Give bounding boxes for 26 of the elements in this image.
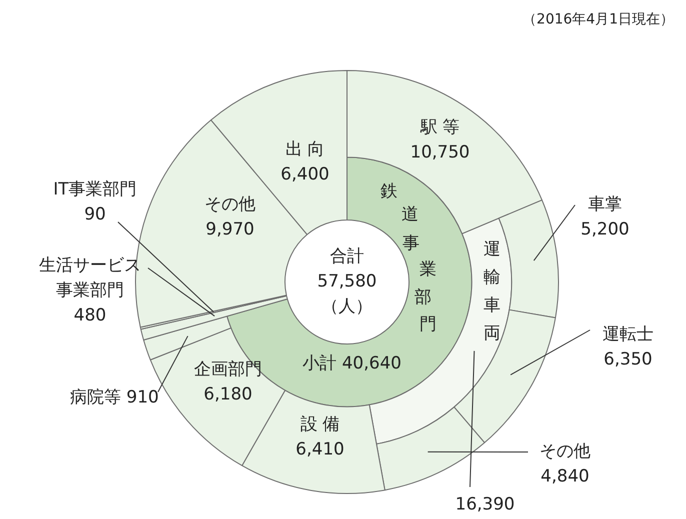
slice-label: その他: [540, 441, 590, 462]
data-label: 6,410: [296, 439, 344, 460]
data-label: 9,970: [206, 219, 254, 240]
slice-label: 運転士: [602, 324, 654, 344]
data-label: 6,180: [204, 384, 252, 404]
slice-label: 駅 等: [419, 117, 460, 138]
data-label: 90: [84, 204, 106, 224]
slice-label: その他: [204, 194, 256, 214]
data-label: 4,840: [540, 466, 590, 486]
data-label: 小計 40,640: [302, 353, 402, 374]
data-label: 6,400: [280, 164, 330, 184]
slice-label: IT事業部門: [53, 179, 137, 200]
text: （2016年4月1日現在）: [522, 12, 674, 28]
data-label: 5,200: [580, 219, 630, 240]
data-label: 10,750: [410, 142, 470, 162]
data-label: 6,350: [604, 349, 652, 370]
slice-label: 設 備: [300, 414, 340, 434]
slice-label: 運輸車両: [484, 239, 500, 344]
slice-label: 鉄道事業部門: [380, 181, 436, 334]
slice-label: 車掌: [588, 194, 622, 214]
slice-label: 病院等 910: [70, 387, 159, 408]
slice-label: 出 向: [285, 139, 325, 160]
data-label: 16,390: [455, 494, 515, 514]
slice-label: 企画部門: [194, 359, 262, 380]
data-label: 480: [74, 305, 106, 326]
text: 合計 57,580 （人）: [317, 246, 377, 316]
